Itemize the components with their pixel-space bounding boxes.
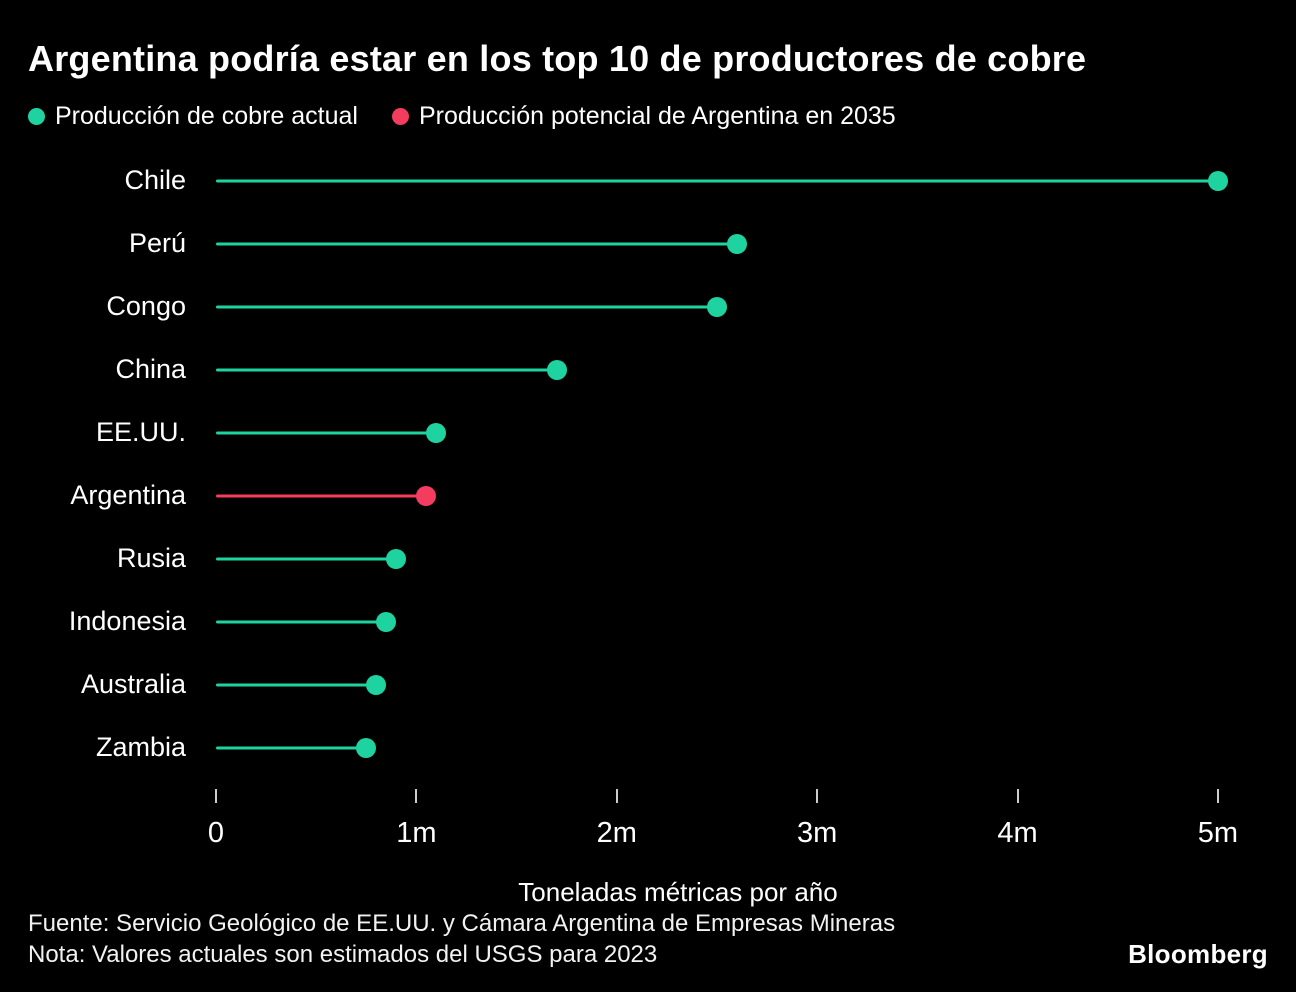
- row-track: [216, 275, 1268, 338]
- legend-dot-green-icon: [28, 108, 45, 125]
- footer: Fuente: Servicio Geológico de EE.UU. y C…: [28, 908, 1268, 970]
- legend-item-potential: Producción potencial de Argentina en 203…: [391, 102, 896, 131]
- x-tick-label: 2m: [596, 817, 637, 849]
- category-label: Argentina: [70, 480, 186, 510]
- legend-label-current: Producción de cobre actual: [55, 102, 358, 130]
- value-dot: [426, 422, 447, 443]
- category-label: Indonesia: [68, 606, 186, 636]
- x-tick-mark: [816, 789, 819, 803]
- x-tick-mark: [615, 789, 618, 803]
- chart-row: Chile: [28, 149, 1268, 212]
- value-dot: [546, 359, 567, 380]
- category-label: Rusia: [116, 543, 186, 573]
- x-axis-title: Toneladas métricas por año: [518, 877, 838, 907]
- x-tick-mark: [1016, 789, 1019, 803]
- legend: Producción de cobre actual Producción po…: [28, 102, 1268, 131]
- value-line: [216, 305, 717, 308]
- value-dot: [706, 296, 727, 317]
- legend-item-current: Producción de cobre actual: [28, 102, 358, 131]
- row-track: [216, 716, 1268, 779]
- row-track: [216, 149, 1268, 212]
- note-line: Nota: Valores actuales son estimados del…: [28, 940, 658, 968]
- value-dot: [376, 611, 397, 632]
- value-line: [216, 368, 557, 371]
- chart-row: Perú: [28, 212, 1268, 275]
- x-tick-mark: [1216, 789, 1219, 803]
- x-tick-mark: [215, 789, 217, 803]
- x-tick-label: 5m: [1197, 817, 1239, 849]
- value-line: [216, 620, 387, 623]
- x-axis: 0 1m 2m 3m 4m 5m: [208, 789, 1268, 875]
- x-tick-label: 4m: [997, 817, 1038, 849]
- category-label: Chile: [124, 165, 186, 195]
- row-track: [216, 653, 1268, 716]
- category-label: Zambia: [95, 732, 186, 762]
- chart-row: China: [28, 338, 1268, 401]
- x-tick-label: 3m: [796, 817, 838, 849]
- value-dot: [726, 233, 747, 254]
- x-tick-label: 1m: [396, 817, 437, 849]
- value-dot: [386, 548, 407, 569]
- chart-row: EE.UU.: [28, 401, 1268, 464]
- value-line: [216, 242, 737, 245]
- value-line: [216, 557, 397, 560]
- chart-row: Rusia: [28, 527, 1268, 590]
- chart-row: Australia: [28, 653, 1268, 716]
- value-line: [216, 431, 437, 434]
- value-dot: [366, 674, 387, 695]
- row-track: [216, 401, 1268, 464]
- chart-row: Zambia: [28, 716, 1268, 779]
- value-line: [216, 746, 367, 749]
- value-dot: [1207, 170, 1228, 191]
- x-tick-mark: [415, 789, 418, 803]
- row-track: [216, 212, 1268, 275]
- value-line: [216, 179, 1218, 182]
- value-dot: [416, 485, 437, 506]
- source-line: Fuente: Servicio Geológico de EE.UU. y C…: [28, 909, 896, 937]
- chart-title: Argentina podría estar en los top 10 de …: [28, 38, 1087, 79]
- category-label: China: [115, 354, 186, 384]
- legend-dot-red-icon: [391, 108, 409, 125]
- category-label: EE.UU.: [95, 417, 186, 447]
- row-track: [216, 527, 1268, 590]
- value-dot: [356, 737, 377, 758]
- x-tick-label: 0: [207, 817, 225, 849]
- chart-row: Argentina: [28, 464, 1268, 527]
- plot-area: Chile Perú Congo China EE.UU. Argentina Rusia I…: [28, 149, 1268, 779]
- legend-label-potential: Producción potencial de Argentina en 203…: [418, 102, 896, 130]
- value-line: [216, 494, 427, 497]
- value-line: [216, 683, 377, 686]
- row-track: [216, 464, 1268, 527]
- chart-row: Indonesia: [28, 590, 1268, 653]
- footer-source-note: Fuente: Servicio Geológico de EE.UU. y C…: [28, 908, 895, 970]
- category-label: Congo: [106, 291, 186, 321]
- category-label: Australia: [80, 669, 186, 699]
- row-track: [216, 338, 1268, 401]
- chart-row: Congo: [28, 275, 1268, 338]
- bloomberg-logo: Bloomberg: [1128, 939, 1268, 969]
- category-label: Perú: [128, 228, 186, 258]
- row-track: [216, 590, 1268, 653]
